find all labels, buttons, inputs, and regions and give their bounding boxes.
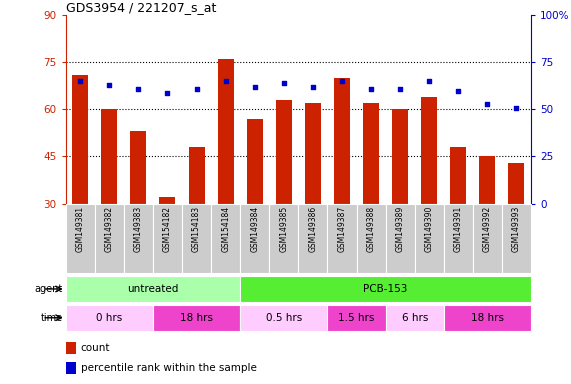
Bar (363, 103, 379, 204)
Bar (270, 204, 298, 273)
Bar (385, 204, 415, 273)
Text: PCB-153: PCB-153 (363, 284, 408, 294)
Point (279, 80, 288, 86)
Text: 18 hrs: 18 hrs (471, 313, 504, 323)
Bar (240, 305, 327, 331)
Bar (356, 204, 385, 273)
Bar (153, 305, 240, 331)
Bar (124, 204, 153, 273)
Bar (66, 276, 240, 302)
Bar (473, 204, 502, 273)
Bar (327, 204, 356, 273)
Text: GSM154182: GSM154182 (163, 205, 172, 252)
Text: GSM149386: GSM149386 (308, 205, 317, 252)
Text: 1.5 hrs: 1.5 hrs (339, 313, 375, 323)
Bar (182, 204, 211, 273)
Bar (392, 109, 408, 204)
Bar (385, 305, 444, 331)
Point (104, 82, 114, 88)
Text: GSM149391: GSM149391 (454, 205, 463, 252)
Text: GSM149393: GSM149393 (512, 205, 521, 252)
Bar (188, 147, 204, 204)
Text: GSM149385: GSM149385 (279, 205, 288, 252)
Text: percentile rank within the sample: percentile rank within the sample (81, 363, 256, 373)
Point (483, 101, 492, 107)
Bar (159, 197, 175, 204)
Text: GSM149387: GSM149387 (337, 205, 347, 252)
Point (512, 104, 521, 111)
Text: GSM149389: GSM149389 (396, 205, 405, 252)
Text: 18 hrs: 18 hrs (180, 313, 213, 323)
Text: GDS3954 / 221207_s_at: GDS3954 / 221207_s_at (66, 1, 216, 14)
Text: GSM149383: GSM149383 (134, 205, 143, 252)
Bar (240, 204, 270, 273)
Text: GSM154184: GSM154184 (221, 205, 230, 252)
Bar (305, 103, 321, 204)
Bar (451, 147, 467, 204)
Bar (101, 109, 117, 204)
Bar (502, 204, 531, 273)
Bar (66, 342, 76, 354)
Bar (95, 204, 124, 273)
Text: GSM149382: GSM149382 (105, 205, 114, 252)
Bar (480, 157, 496, 204)
Bar (327, 305, 385, 331)
Point (337, 78, 347, 84)
Point (163, 89, 172, 96)
Point (396, 86, 405, 92)
Bar (66, 362, 76, 374)
Point (75, 78, 85, 84)
Text: GSM149388: GSM149388 (367, 205, 376, 252)
Bar (130, 131, 146, 204)
Text: count: count (81, 343, 110, 353)
Text: untreated: untreated (127, 284, 179, 294)
Text: agent: agent (35, 284, 63, 294)
Point (250, 84, 259, 90)
Point (192, 86, 201, 92)
Bar (334, 78, 350, 204)
Bar (421, 97, 437, 204)
Bar (276, 100, 292, 204)
Text: 0 hrs: 0 hrs (96, 313, 122, 323)
Text: GSM154183: GSM154183 (192, 205, 201, 252)
Text: GSM149392: GSM149392 (483, 205, 492, 252)
Bar (444, 204, 473, 273)
Bar (153, 204, 182, 273)
Point (454, 88, 463, 94)
Point (134, 86, 143, 92)
Bar (240, 276, 531, 302)
Bar (444, 305, 531, 331)
Point (221, 78, 230, 84)
Text: GSM149384: GSM149384 (250, 205, 259, 252)
Bar (298, 204, 327, 273)
Bar (72, 75, 88, 204)
Text: 0.5 hrs: 0.5 hrs (266, 313, 302, 323)
Bar (247, 119, 263, 204)
Bar (66, 204, 95, 273)
Text: GSM149381: GSM149381 (76, 205, 85, 252)
Point (425, 78, 434, 84)
Bar (415, 204, 444, 273)
Bar (66, 305, 153, 331)
Bar (211, 204, 240, 273)
Point (367, 86, 376, 92)
Text: 6 hrs: 6 hrs (401, 313, 428, 323)
Text: GSM149390: GSM149390 (425, 205, 434, 252)
Text: time: time (41, 313, 63, 323)
Point (308, 84, 317, 90)
Bar (509, 163, 525, 204)
Bar (218, 59, 234, 204)
